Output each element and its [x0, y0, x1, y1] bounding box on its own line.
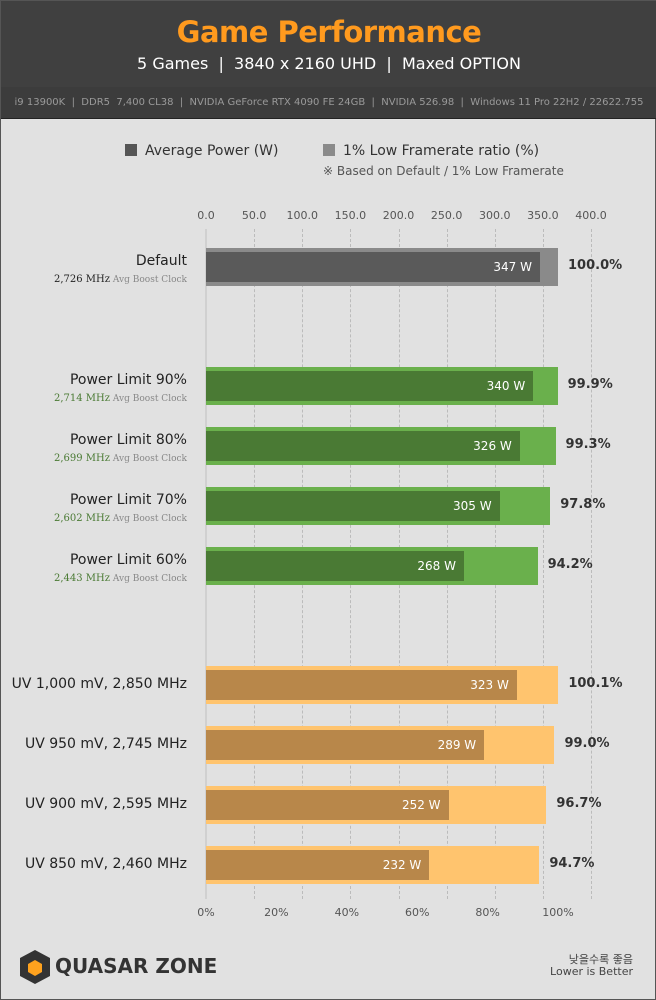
- boost-clock: 2,699 MHz Avg Boost Clock: [54, 453, 187, 464]
- category-label: UV 850 mV, 2,460 MHz: [24, 856, 187, 872]
- legend-label: 1% Low Framerate ratio (%): [343, 143, 540, 159]
- top-tick-label: 200.0: [382, 209, 415, 222]
- category-label: Power Limit 70%: [69, 492, 187, 508]
- gridline: [591, 229, 592, 899]
- top-tick-label: 250.0: [430, 209, 463, 222]
- top-tick-label: 300.0: [479, 209, 511, 222]
- ratio-label: 94.7%: [549, 856, 595, 871]
- ratio-label: 97.8%: [560, 497, 606, 512]
- legend-ratio: 1% Low Framerate ratio (%): [323, 143, 539, 159]
- ratio-label: 99.9%: [567, 377, 613, 392]
- category-label: UV 950 mV, 2,745 MHz: [24, 736, 187, 752]
- category-label: UV 900 mV, 2,595 MHz: [24, 796, 187, 812]
- footer-note-ko: 낮을수록 좋음: [568, 953, 633, 966]
- top-tick-label: 50.0: [241, 209, 267, 222]
- power-bar: 232 W: [206, 850, 430, 880]
- power-bar: 340 W: [206, 371, 534, 401]
- boost-clock: 2,714 MHz Avg Boost Clock: [54, 393, 187, 404]
- bottom-tick-label: 40%: [334, 906, 360, 919]
- category-label: Power Limit 80%: [69, 432, 187, 448]
- bottom-tick-label: 0%: [197, 906, 215, 919]
- category-label: Power Limit 60%: [69, 552, 187, 568]
- category-label: UV 1,000 mV, 2,850 MHz: [11, 676, 187, 692]
- power-bar: 347 W: [206, 252, 540, 282]
- system-spec: i9 13900K | DDR5 7,400 CL38 | NVIDIA GeF…: [1, 87, 656, 119]
- top-tick-label: 350.0: [527, 209, 559, 222]
- clock-value: 2,714 MHz: [54, 393, 111, 404]
- legend-note: ※ Based on Default / 1% Low Framerate: [323, 164, 564, 178]
- top-tick-label: 100.0: [286, 209, 319, 222]
- ratio-label: 99.0%: [564, 736, 610, 751]
- ratio-label: 99.3%: [565, 437, 611, 452]
- bottom-tick-label: 20%: [264, 906, 289, 919]
- clock-suffix: Avg Boost Clock: [112, 275, 187, 285]
- power-bar: 252 W: [206, 790, 449, 820]
- clock-suffix: Avg Boost Clock: [112, 574, 187, 584]
- bottom-tick-label: 100%: [542, 906, 574, 919]
- clock-value: 2,699 MHz: [54, 453, 111, 464]
- chart-title: Game Performance: [176, 15, 482, 49]
- clock-value: 2,443 MHz: [54, 573, 111, 584]
- power-bar: 323 W: [206, 670, 517, 700]
- footer-note-en: Lower is Better: [550, 965, 633, 978]
- ratio-label: 100.1%: [568, 676, 623, 691]
- boost-clock: 2,726 MHz Avg Boost Clock: [54, 274, 187, 285]
- quasar-logo-icon: [20, 950, 50, 984]
- clock-value: 2,602 MHz: [54, 513, 111, 524]
- gridline: [542, 229, 544, 899]
- power-bar: 305 W: [206, 491, 500, 521]
- header: Game Performance 5 Games | 3840 x 2160 U…: [1, 1, 656, 87]
- ratio-label: 100.0%: [568, 258, 623, 273]
- top-tick-label: 0.0: [197, 209, 215, 222]
- clock-value: 2,726 MHz: [54, 274, 111, 285]
- top-tick-label: 150.0: [334, 209, 367, 222]
- boost-clock: 2,602 MHz Avg Boost Clock: [54, 513, 187, 524]
- chart-subtitle: 5 Games | 3840 x 2160 UHD | Maxed OPTION: [137, 54, 521, 73]
- clock-suffix: Avg Boost Clock: [112, 514, 187, 524]
- bottom-tick-label: 80%: [475, 906, 500, 919]
- category-label: Power Limit 90%: [69, 372, 187, 388]
- power-bar: 268 W: [206, 551, 464, 581]
- boost-clock: 2,443 MHz Avg Boost Clock: [54, 573, 187, 584]
- legend-label: Average Power (W): [145, 143, 279, 159]
- category-label: Default: [135, 253, 187, 269]
- ratio-label: 96.7%: [556, 796, 602, 811]
- legend-power: Average Power (W): [125, 143, 279, 159]
- top-tick-label: 400.0: [575, 209, 607, 222]
- logo-text: QUASAR ZONE: [55, 954, 218, 978]
- power-bar: 289 W: [206, 730, 485, 760]
- clock-suffix: Avg Boost Clock: [112, 454, 187, 464]
- clock-suffix: Avg Boost Clock: [112, 394, 187, 404]
- legend-swatch: [323, 144, 335, 156]
- ratio-label: 94.2%: [547, 557, 593, 572]
- legend-swatch: [125, 144, 137, 156]
- power-bar: 326 W: [206, 431, 520, 461]
- bottom-tick-label: 60%: [404, 906, 430, 919]
